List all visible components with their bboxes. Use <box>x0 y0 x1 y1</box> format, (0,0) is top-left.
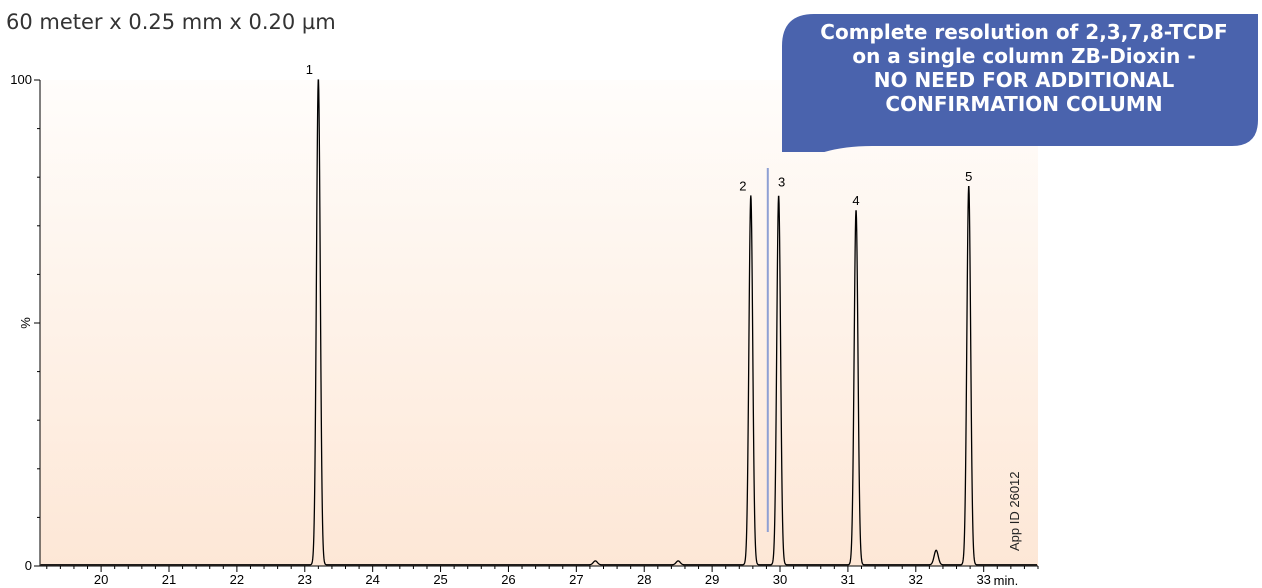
peak-label-1: 1 <box>306 62 313 77</box>
column-spec-subtitle: 60 meter x 0.25 mm x 0.20 µm <box>6 10 336 34</box>
peak-label-3: 3 <box>778 175 785 190</box>
chromatogram-trace <box>40 79 1038 566</box>
x-tick-label: 23 <box>298 572 312 587</box>
callout-line-2: on a single column ZB-Dioxin - <box>852 44 1196 68</box>
callout-shape <box>782 14 1258 152</box>
callout-line-4: CONFIRMATION COLUMN <box>885 92 1163 116</box>
peak-label-5: 5 <box>965 169 972 184</box>
x-tick-label: 26 <box>501 572 515 587</box>
x-unit-label: min. <box>994 573 1019 588</box>
x-tick-label: 20 <box>94 572 108 587</box>
peak-label-4: 4 <box>852 193 859 208</box>
y-axis-label: % <box>18 317 33 329</box>
x-tick-label: 28 <box>637 572 651 587</box>
x-tick-label: 30 <box>773 572 787 587</box>
callout-line-1: Complete resolution of 2,3,7,8-TCDF <box>820 20 1228 44</box>
x-tick-label: 21 <box>162 572 176 587</box>
y-tick-label: 100 <box>10 72 32 87</box>
axes <box>34 79 1039 572</box>
callout-line-3: NO NEED FOR ADDITIONAL <box>873 68 1175 92</box>
y-tick-label: 0 <box>25 558 32 573</box>
callout-text: Complete resolution of 2,3,7,8-TCDF on a… <box>798 20 1250 116</box>
peak-label-2: 2 <box>739 179 746 194</box>
x-tick-label: 32 <box>909 572 923 587</box>
x-tick-label: 29 <box>705 572 719 587</box>
x-tick-label: 27 <box>569 572 583 587</box>
x-tick-label: 33 <box>976 572 990 587</box>
x-tick-label: 25 <box>433 572 447 587</box>
x-tick-label: 24 <box>365 572 379 587</box>
app-id-label: App ID 26012 <box>1007 471 1022 551</box>
x-tick-label: 22 <box>230 572 244 587</box>
callout-bubble <box>782 14 1258 152</box>
peak-labels: 1 2 3 4 5 <box>306 62 973 208</box>
x-tick-label: 31 <box>841 572 855 587</box>
plot-background <box>40 80 1038 566</box>
